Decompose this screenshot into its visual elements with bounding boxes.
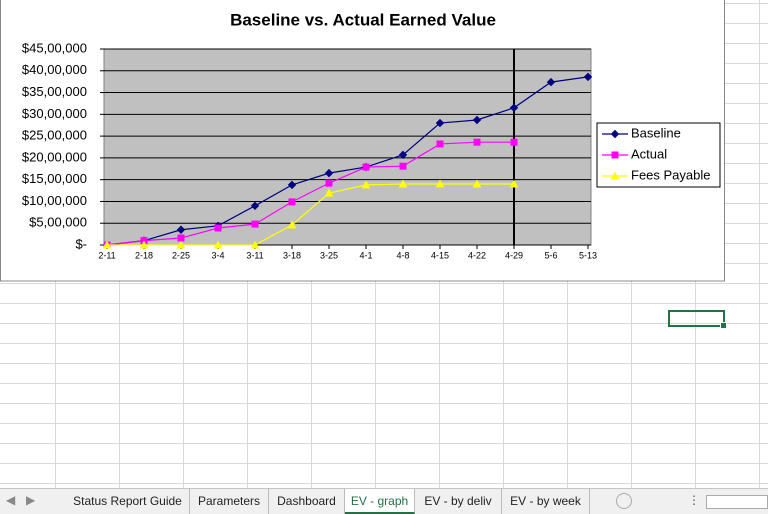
point bbox=[472, 115, 482, 125]
sheet-tab[interactable]: EV - by week bbox=[502, 489, 590, 514]
point bbox=[546, 77, 556, 87]
y-tick-label: $35,00,000 bbox=[22, 84, 87, 99]
sheet-tab[interactable]: Dashboard bbox=[269, 489, 345, 514]
y-tick-label: $40,00,000 bbox=[22, 62, 87, 77]
scroll-right[interactable]: ▶ bbox=[26, 493, 36, 507]
sheet-tab[interactable]: EV - graph bbox=[345, 489, 415, 514]
x-tick-label: 3-25 bbox=[320, 250, 338, 260]
point bbox=[251, 220, 259, 228]
x-tick-label: 2-18 bbox=[135, 250, 153, 260]
scroll-left[interactable]: ◀ bbox=[6, 493, 16, 507]
point bbox=[399, 162, 407, 170]
y-tick-label: $15,00,000 bbox=[22, 171, 87, 186]
point bbox=[509, 179, 519, 188]
x-tick-label: 4-15 bbox=[431, 250, 449, 260]
point bbox=[325, 179, 333, 187]
sheet-tab[interactable]: Parameters bbox=[190, 489, 269, 514]
point bbox=[610, 171, 620, 180]
point bbox=[610, 129, 620, 139]
point bbox=[288, 198, 296, 206]
point bbox=[176, 240, 186, 249]
horizontal-scrollbar[interactable] bbox=[706, 495, 768, 509]
point bbox=[473, 138, 481, 146]
point bbox=[250, 201, 260, 211]
point bbox=[509, 103, 519, 113]
selected-cell bbox=[668, 310, 727, 329]
legend-label: Baseline bbox=[631, 125, 681, 140]
y-tick-label: $20,00,000 bbox=[22, 149, 87, 164]
point bbox=[250, 240, 260, 249]
point bbox=[398, 150, 408, 160]
point bbox=[213, 240, 223, 249]
x-tick-label: 3-11 bbox=[246, 250, 263, 260]
point bbox=[324, 188, 334, 197]
series-line bbox=[106, 141, 514, 246]
x-tick-label: 5-6 bbox=[544, 250, 557, 260]
chart[interactable]: Baseline vs. Actual Earned Value $- $5,00… bbox=[0, 0, 726, 282]
x-tick-label: 4-8 bbox=[396, 250, 409, 260]
point bbox=[583, 72, 593, 82]
point bbox=[324, 168, 334, 178]
point bbox=[435, 118, 445, 128]
y-tick-label: $10,00,000 bbox=[22, 193, 87, 208]
x-tick-label: 4-1 bbox=[359, 250, 372, 260]
point bbox=[214, 224, 222, 232]
plot-area bbox=[103, 48, 592, 246]
point bbox=[435, 179, 445, 188]
x-tick-label: 2-11 bbox=[98, 250, 115, 260]
point bbox=[287, 220, 297, 229]
series-line bbox=[107, 183, 514, 246]
x-tick-label: 2-25 bbox=[172, 250, 190, 260]
y-tick-label: $45,00,000 bbox=[22, 40, 87, 55]
y-tick-label: $- bbox=[75, 236, 87, 251]
legend-label: Actual bbox=[631, 146, 667, 161]
x-tick-label: 4-29 bbox=[505, 250, 523, 260]
sheet-tab[interactable]: Status Report Guide bbox=[66, 489, 190, 514]
y-tick-label: $5,00,000 bbox=[29, 215, 87, 230]
legend-label: Fees Payable bbox=[631, 167, 711, 182]
point bbox=[472, 179, 482, 188]
point bbox=[398, 179, 408, 188]
x-tick-label: 5-13 bbox=[579, 250, 597, 260]
point bbox=[611, 151, 619, 159]
y-tick-label: $30,00,000 bbox=[22, 106, 87, 121]
chart-title: Baseline vs. Actual Earned Value bbox=[230, 10, 496, 29]
sheet-tab-bar: ◀ ▶ ⋮ Status Report Guide Parameters Dashb… bbox=[0, 488, 768, 514]
x-tick-label: 4-22 bbox=[468, 250, 486, 260]
point bbox=[177, 234, 185, 242]
point bbox=[102, 240, 112, 249]
x-tick-label: 3-4 bbox=[211, 250, 224, 260]
x-tick-label: 3-18 bbox=[283, 250, 301, 260]
point bbox=[361, 180, 371, 189]
more-options[interactable]: ⋮ bbox=[688, 493, 700, 507]
sheet-tab[interactable]: EV - by deliv bbox=[415, 489, 502, 514]
series-line bbox=[106, 76, 589, 246]
y-tick-label: $25,00,000 bbox=[22, 128, 87, 143]
point bbox=[362, 163, 370, 171]
point bbox=[510, 138, 518, 146]
add-sheet[interactable] bbox=[616, 493, 632, 509]
point bbox=[139, 240, 149, 249]
point bbox=[287, 180, 297, 190]
point bbox=[436, 140, 444, 148]
point bbox=[176, 225, 186, 234]
